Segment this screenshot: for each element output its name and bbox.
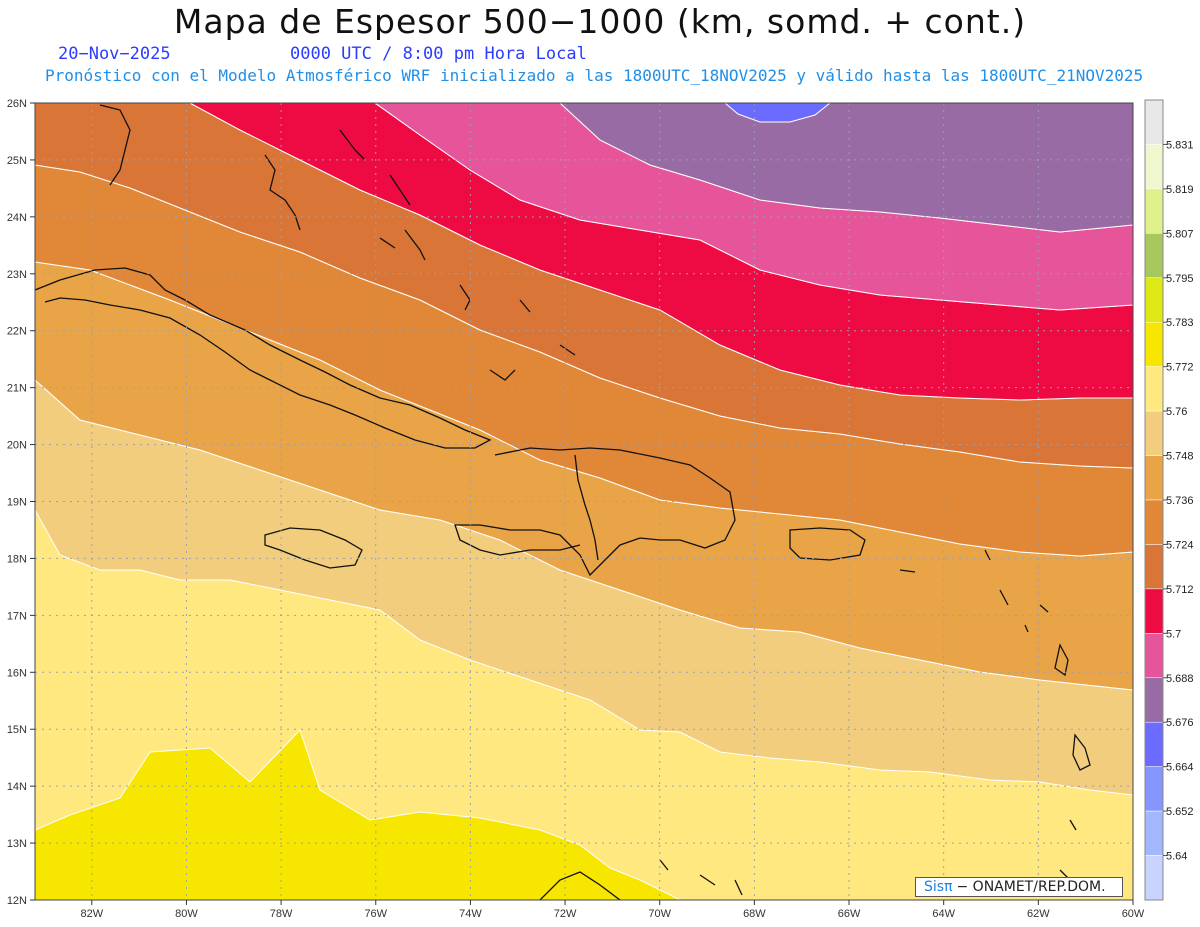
colorbar-label: 5.783 bbox=[1166, 317, 1194, 329]
colorbar-label: 5.7 bbox=[1166, 628, 1181, 640]
colorbar-label: 5.819 bbox=[1166, 184, 1194, 196]
colorbar-label: 5.76 bbox=[1166, 406, 1187, 418]
puerto-rico-outline bbox=[789, 527, 866, 561]
colorbar-swatch bbox=[1144, 188, 1164, 234]
colorbar-label: 5.64 bbox=[1166, 851, 1187, 863]
colorbar-swatch bbox=[1144, 633, 1164, 679]
colorbar-swatch bbox=[1144, 144, 1164, 190]
venezuela-coast bbox=[539, 859, 743, 900]
band-5-676 bbox=[559, 103, 1133, 233]
jamaica-outline bbox=[264, 527, 363, 569]
colorbar-swatch bbox=[1144, 810, 1164, 856]
credit-brand: Sisπ bbox=[924, 879, 953, 895]
coastlines bbox=[35, 104, 1091, 900]
lat-label: 23N bbox=[7, 269, 27, 281]
lon-label: 74W bbox=[459, 908, 482, 920]
lon-label: 68W bbox=[743, 908, 766, 920]
lat-label: 22N bbox=[7, 326, 27, 338]
colorbar-swatch bbox=[1144, 455, 1164, 501]
map-title: Mapa de Espesor 500−1000 (km, somd. + co… bbox=[173, 2, 1027, 41]
colorbar-label: 5.772 bbox=[1166, 362, 1194, 374]
colorbar-swatch bbox=[1144, 233, 1164, 279]
lat-label: 25N bbox=[7, 155, 27, 167]
valid-date: 20−Nov−2025 bbox=[58, 44, 171, 64]
lon-label: 82W bbox=[80, 908, 103, 920]
lat-label: 14N bbox=[7, 781, 27, 793]
colorbar-swatch bbox=[1144, 588, 1164, 634]
colorbar: 5.831 5.819 5.807 5.795 5.783 5.772 5.76 5.748 5… bbox=[1144, 99, 1194, 901]
colorbar-swatch bbox=[1144, 766, 1164, 812]
colorbar-swatch bbox=[1144, 321, 1164, 367]
colorbar-label: 5.652 bbox=[1166, 806, 1194, 818]
lat-label: 24N bbox=[7, 212, 27, 224]
lat-label: 13N bbox=[7, 838, 27, 850]
colorbar-label: 5.688 bbox=[1166, 673, 1194, 685]
colorbar-swatch bbox=[1144, 277, 1164, 323]
lat-label: 17N bbox=[7, 610, 27, 622]
colorbar-label: 5.712 bbox=[1166, 584, 1194, 596]
lon-label: 60W bbox=[1122, 908, 1145, 920]
lon-label: 70W bbox=[648, 908, 671, 920]
cuba-outline bbox=[35, 267, 492, 449]
lat-label: 20N bbox=[7, 440, 27, 452]
band-5-664 bbox=[724, 103, 831, 123]
colorbar-swatch bbox=[1144, 366, 1164, 412]
lat-label: 15N bbox=[7, 724, 27, 736]
florida-keys bbox=[99, 104, 131, 186]
lat-label: 16N bbox=[7, 667, 27, 679]
hispaniola-outline bbox=[454, 447, 736, 577]
lat-label: 19N bbox=[7, 497, 27, 509]
colorbar-swatch bbox=[1144, 544, 1164, 590]
colorbar-label: 5.736 bbox=[1166, 495, 1194, 507]
colorbar-swatch bbox=[1144, 677, 1164, 723]
colorbar-label: 5.748 bbox=[1166, 451, 1194, 463]
colorbar-label: 5.664 bbox=[1166, 762, 1194, 774]
latitude-labels: 26N 25N 24N 23N 22N 21N 20N 19N 18N 17N 16N 15N 14N 1… bbox=[7, 98, 35, 907]
lon-label: 78W bbox=[270, 908, 293, 920]
lesser-antilles bbox=[899, 549, 1091, 879]
colorbar-label: 5.676 bbox=[1166, 717, 1194, 729]
credit-box: Sisπ − ONAMET/REP.DOM. bbox=[915, 877, 1123, 897]
lat-label: 21N bbox=[7, 383, 27, 395]
band-5-772 bbox=[35, 729, 681, 900]
colorbar-swatch bbox=[1144, 855, 1164, 901]
forecast-info: Pronóstico con el Modelo Atmosférico WRF… bbox=[45, 66, 1144, 85]
colorbar-swatch bbox=[1144, 99, 1164, 145]
credit-org: − ONAMET/REP.DOM. bbox=[956, 879, 1106, 895]
lon-label: 64W bbox=[932, 908, 955, 920]
colorbar-label: 5.807 bbox=[1166, 228, 1194, 240]
colorbar-swatch bbox=[1144, 721, 1164, 767]
lat-label: 12N bbox=[7, 895, 27, 907]
lon-label: 80W bbox=[175, 908, 198, 920]
colorbar-swatch bbox=[1144, 499, 1164, 545]
lon-label: 66W bbox=[838, 908, 861, 920]
colorbar-label: 5.724 bbox=[1166, 539, 1194, 551]
lat-label: 26N bbox=[7, 98, 27, 110]
lon-label: 76W bbox=[364, 908, 387, 920]
valid-time: 0000 UTC / 8:00 pm Hora Local bbox=[290, 44, 587, 64]
colorbar-label: 5.795 bbox=[1166, 273, 1194, 285]
longitude-labels: 82W 80W 78W 76W 74W 72W 70W 68W 66W 64W 62W 60W bbox=[80, 900, 1145, 920]
colorbar-swatch bbox=[1144, 410, 1164, 456]
colorbar-label: 5.831 bbox=[1166, 139, 1194, 151]
lat-label: 18N bbox=[7, 553, 27, 565]
lon-label: 72W bbox=[554, 908, 577, 920]
lon-label: 62W bbox=[1027, 908, 1050, 920]
